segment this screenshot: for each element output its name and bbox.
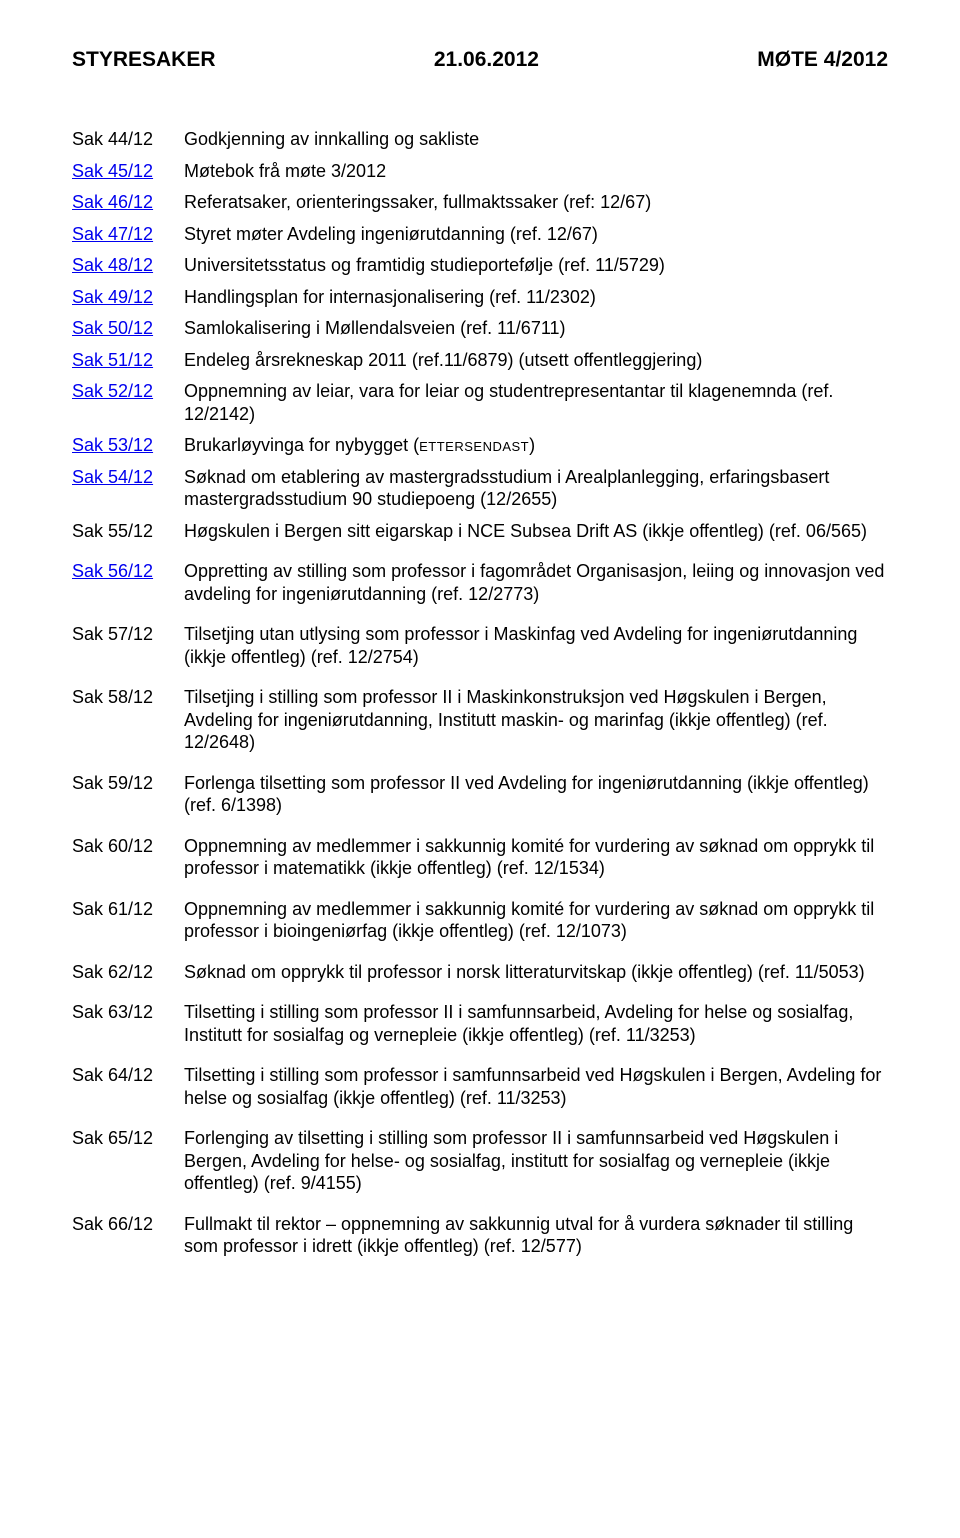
agenda-item-desc: Møtebok frå møte 3/2012	[184, 160, 888, 183]
agenda-item-id[interactable]: Sak 49/12	[72, 286, 184, 309]
agenda-row: Sak 48/12Universitetsstatus og framtidig…	[72, 254, 888, 277]
agenda-row: Sak 47/12Styret møter Avdeling ingeniøru…	[72, 223, 888, 246]
agenda-item-id: Sak 63/12	[72, 1001, 184, 1024]
agenda-row: Sak 52/12Oppnemning av leiar, vara for l…	[72, 380, 888, 425]
agenda-item-desc: Referatsaker, orienteringssaker, fullmak…	[184, 191, 888, 214]
agenda-item-desc: Brukarløyvinga for nybygget (ettersendas…	[184, 434, 888, 457]
agenda-item-desc: Tilsetjing i stilling som professor II i…	[184, 686, 888, 754]
agenda-item-id: Sak 65/12	[72, 1127, 184, 1150]
agenda-row: Sak 63/12Tilsetting i stilling som profe…	[72, 1001, 888, 1046]
agenda-item-id[interactable]: Sak 56/12	[72, 560, 184, 583]
header-left: STYRESAKER	[72, 48, 216, 72]
agenda-list: Sak 44/12Godkjenning av innkalling og sa…	[72, 128, 888, 1267]
agenda-item-desc: Samlokalisering i Møllendalsveien (ref. …	[184, 317, 888, 340]
agenda-row: Sak 44/12Godkjenning av innkalling og sa…	[72, 128, 888, 151]
agenda-item-id: Sak 55/12	[72, 520, 184, 543]
agenda-item-desc: Fullmakt til rektor – oppnemning av sakk…	[184, 1213, 888, 1258]
agenda-item-id[interactable]: Sak 45/12	[72, 160, 184, 183]
agenda-item-desc: Endeleg årsrekneskap 2011 (ref.11/6879) …	[184, 349, 888, 372]
agenda-item-id: Sak 59/12	[72, 772, 184, 795]
agenda-item-desc: Oppretting av stilling som professor i f…	[184, 560, 888, 605]
agenda-item-id: Sak 57/12	[72, 623, 184, 646]
agenda-row: Sak 60/12Oppnemning av medlemmer i sakku…	[72, 835, 888, 880]
agenda-item-desc: Tilsetjing utan utlysing som professor i…	[184, 623, 888, 668]
agenda-row: Sak 65/12Forlenging av tilsetting i stil…	[72, 1127, 888, 1195]
desc-prefix: Brukarløyvinga for nybygget (	[184, 435, 419, 455]
agenda-item-id: Sak 60/12	[72, 835, 184, 858]
agenda-item-id[interactable]: Sak 52/12	[72, 380, 184, 403]
agenda-row: Sak 46/12Referatsaker, orienteringssaker…	[72, 191, 888, 214]
document-page: STYRESAKER 21.06.2012 MØTE 4/2012 Sak 44…	[0, 0, 960, 1315]
agenda-row: Sak 45/12Møtebok frå møte 3/2012	[72, 160, 888, 183]
agenda-row: Sak 50/12Samlokalisering i Møllendalsvei…	[72, 317, 888, 340]
agenda-row: Sak 57/12Tilsetjing utan utlysing som pr…	[72, 623, 888, 668]
agenda-item-desc: Oppnemning av medlemmer i sakkunnig komi…	[184, 835, 888, 880]
agenda-item-desc: Høgskulen i Bergen sitt eigarskap i NCE …	[184, 520, 888, 543]
agenda-row: Sak 58/12Tilsetjing i stilling som profe…	[72, 686, 888, 754]
header-center: 21.06.2012	[434, 48, 539, 72]
agenda-item-id: Sak 64/12	[72, 1064, 184, 1087]
agenda-row: Sak 51/12Endeleg årsrekneskap 2011 (ref.…	[72, 349, 888, 372]
agenda-item-id[interactable]: Sak 47/12	[72, 223, 184, 246]
agenda-item-id[interactable]: Sak 46/12	[72, 191, 184, 214]
agenda-item-desc: Godkjenning av innkalling og sakliste	[184, 128, 888, 151]
agenda-item-desc: Forlenging av tilsetting i stilling som …	[184, 1127, 888, 1195]
agenda-row: Sak 61/12Oppnemning av medlemmer i sakku…	[72, 898, 888, 943]
agenda-item-desc: Søknad om opprykk til professor i norsk …	[184, 961, 888, 984]
agenda-row: Sak 56/12Oppretting av stilling som prof…	[72, 560, 888, 605]
agenda-item-id[interactable]: Sak 50/12	[72, 317, 184, 340]
agenda-item-id[interactable]: Sak 53/12	[72, 434, 184, 457]
header-right: MØTE 4/2012	[757, 48, 888, 72]
agenda-item-id[interactable]: Sak 54/12	[72, 466, 184, 489]
agenda-item-id: Sak 62/12	[72, 961, 184, 984]
agenda-item-id: Sak 66/12	[72, 1213, 184, 1236]
agenda-item-desc: Tilsetting i stilling som professor i sa…	[184, 1064, 888, 1109]
agenda-row: Sak 53/12Brukarløyvinga for nybygget (et…	[72, 434, 888, 457]
agenda-item-desc: Universitetsstatus og framtidig studiepo…	[184, 254, 888, 277]
agenda-item-desc: Oppnemning av medlemmer i sakkunnig komi…	[184, 898, 888, 943]
agenda-item-id[interactable]: Sak 48/12	[72, 254, 184, 277]
agenda-item-desc: Forlenga tilsetting som professor II ved…	[184, 772, 888, 817]
agenda-item-desc: Oppnemning av leiar, vara for leiar og s…	[184, 380, 888, 425]
agenda-item-id: Sak 58/12	[72, 686, 184, 709]
agenda-row: Sak 55/12Høgskulen i Bergen sitt eigarsk…	[72, 520, 888, 543]
desc-smallcaps: ettersendast	[419, 435, 529, 455]
agenda-item-desc: Tilsetting i stilling som professor II i…	[184, 1001, 888, 1046]
agenda-row: Sak 54/12Søknad om etablering av masterg…	[72, 466, 888, 511]
document-header: STYRESAKER 21.06.2012 MØTE 4/2012	[72, 48, 888, 72]
agenda-item-id[interactable]: Sak 51/12	[72, 349, 184, 372]
agenda-row: Sak 66/12Fullmakt til rektor – oppnemnin…	[72, 1213, 888, 1258]
agenda-row: Sak 64/12Tilsetting i stilling som profe…	[72, 1064, 888, 1109]
agenda-row: Sak 62/12Søknad om opprykk til professor…	[72, 961, 888, 984]
desc-suffix: )	[529, 435, 535, 455]
agenda-item-desc: Handlingsplan for internasjonalisering (…	[184, 286, 888, 309]
agenda-item-id: Sak 61/12	[72, 898, 184, 921]
agenda-row: Sak 59/12Forlenga tilsetting som profess…	[72, 772, 888, 817]
agenda-item-desc: Styret møter Avdeling ingeniørutdanning …	[184, 223, 888, 246]
agenda-item-id: Sak 44/12	[72, 128, 184, 151]
agenda-item-desc: Søknad om etablering av mastergradsstudi…	[184, 466, 888, 511]
agenda-row: Sak 49/12Handlingsplan for internasjonal…	[72, 286, 888, 309]
